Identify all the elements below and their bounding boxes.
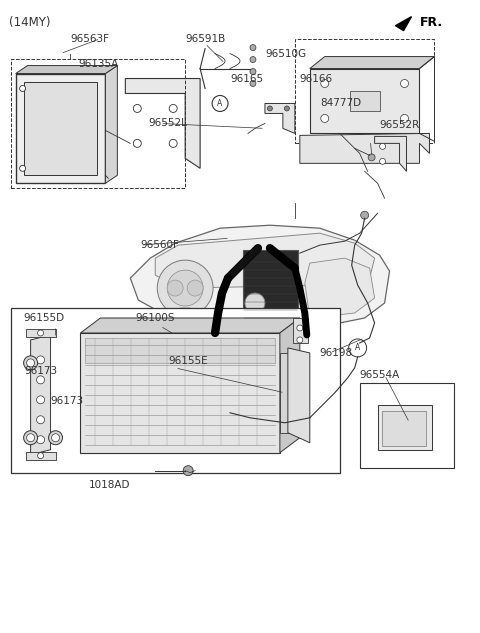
Circle shape bbox=[37, 330, 44, 336]
Text: 96173: 96173 bbox=[24, 366, 58, 376]
Bar bbox=[25, 452, 56, 460]
Text: 96135A: 96135A bbox=[78, 59, 119, 68]
Text: A: A bbox=[217, 99, 223, 108]
Text: 96552L: 96552L bbox=[148, 118, 187, 128]
Circle shape bbox=[26, 359, 35, 367]
Circle shape bbox=[400, 80, 408, 87]
Text: 96166: 96166 bbox=[300, 73, 333, 84]
Text: 96173: 96173 bbox=[50, 396, 84, 406]
Circle shape bbox=[267, 106, 273, 111]
Text: 96165: 96165 bbox=[230, 73, 263, 84]
Bar bbox=[378, 405, 432, 449]
Text: 84777D: 84777D bbox=[320, 99, 361, 108]
Polygon shape bbox=[31, 335, 50, 454]
Circle shape bbox=[36, 416, 45, 423]
Circle shape bbox=[167, 280, 183, 296]
Text: (14MY): (14MY) bbox=[9, 16, 50, 28]
Polygon shape bbox=[265, 103, 295, 134]
Text: 96510G: 96510G bbox=[265, 49, 306, 59]
Polygon shape bbox=[280, 318, 300, 453]
Circle shape bbox=[250, 80, 256, 87]
Circle shape bbox=[36, 356, 45, 364]
Circle shape bbox=[20, 85, 25, 92]
Circle shape bbox=[380, 158, 385, 165]
Circle shape bbox=[167, 270, 203, 306]
Circle shape bbox=[183, 466, 193, 475]
Polygon shape bbox=[305, 258, 374, 318]
Bar bbox=[382, 411, 426, 446]
Text: 96563F: 96563F bbox=[71, 34, 109, 44]
Text: 96591B: 96591B bbox=[185, 34, 226, 44]
Text: 96560F: 96560F bbox=[140, 240, 179, 250]
Circle shape bbox=[250, 68, 256, 75]
Bar bbox=[280, 353, 295, 433]
Polygon shape bbox=[170, 308, 195, 325]
Circle shape bbox=[400, 115, 408, 122]
Bar bbox=[310, 68, 420, 134]
Bar bbox=[85, 338, 275, 363]
Circle shape bbox=[20, 165, 25, 172]
Bar bbox=[295, 39, 434, 144]
Bar bbox=[11, 59, 185, 188]
Text: A: A bbox=[355, 344, 360, 353]
Bar bbox=[11, 308, 340, 473]
Polygon shape bbox=[300, 134, 430, 163]
Circle shape bbox=[348, 339, 367, 357]
Polygon shape bbox=[396, 16, 411, 30]
Text: 96554A: 96554A bbox=[360, 370, 400, 380]
Polygon shape bbox=[288, 348, 310, 442]
Circle shape bbox=[297, 337, 303, 343]
Circle shape bbox=[36, 376, 45, 384]
Bar bbox=[350, 92, 380, 111]
Circle shape bbox=[245, 293, 265, 313]
Circle shape bbox=[36, 396, 45, 404]
Polygon shape bbox=[125, 78, 200, 168]
Polygon shape bbox=[155, 233, 374, 288]
Text: 96100S: 96100S bbox=[135, 313, 175, 323]
Bar bbox=[25, 329, 56, 337]
Circle shape bbox=[321, 115, 329, 122]
Circle shape bbox=[157, 260, 213, 316]
Circle shape bbox=[284, 106, 289, 111]
Bar bbox=[16, 73, 106, 184]
Circle shape bbox=[250, 56, 256, 63]
Text: 96198: 96198 bbox=[320, 348, 353, 358]
Polygon shape bbox=[106, 66, 117, 184]
Circle shape bbox=[37, 453, 44, 459]
Circle shape bbox=[321, 80, 329, 87]
Bar bbox=[243, 250, 298, 325]
Circle shape bbox=[133, 104, 141, 113]
Circle shape bbox=[48, 430, 62, 445]
Circle shape bbox=[380, 144, 385, 149]
Polygon shape bbox=[130, 225, 390, 328]
Circle shape bbox=[360, 211, 369, 219]
Bar bbox=[24, 82, 97, 175]
Polygon shape bbox=[81, 318, 300, 333]
Circle shape bbox=[24, 430, 37, 445]
Circle shape bbox=[169, 104, 177, 113]
Text: 96155E: 96155E bbox=[168, 356, 208, 366]
Bar bbox=[293, 318, 308, 343]
Polygon shape bbox=[310, 56, 434, 68]
Circle shape bbox=[24, 356, 37, 370]
Bar bbox=[81, 333, 280, 453]
Text: FR.: FR. bbox=[420, 16, 443, 28]
Circle shape bbox=[187, 280, 203, 296]
Circle shape bbox=[264, 309, 276, 321]
Bar bbox=[360, 383, 455, 468]
Circle shape bbox=[169, 139, 177, 147]
Circle shape bbox=[368, 154, 375, 161]
Text: 96552R: 96552R bbox=[380, 120, 420, 130]
Text: 1018AD: 1018AD bbox=[88, 480, 130, 490]
Circle shape bbox=[250, 44, 256, 51]
Polygon shape bbox=[374, 136, 407, 172]
Circle shape bbox=[133, 139, 141, 147]
Circle shape bbox=[212, 96, 228, 111]
Circle shape bbox=[36, 436, 45, 444]
Text: 96155D: 96155D bbox=[24, 313, 65, 323]
Circle shape bbox=[26, 434, 35, 442]
Circle shape bbox=[297, 325, 303, 331]
Polygon shape bbox=[16, 66, 117, 73]
Circle shape bbox=[51, 434, 60, 442]
